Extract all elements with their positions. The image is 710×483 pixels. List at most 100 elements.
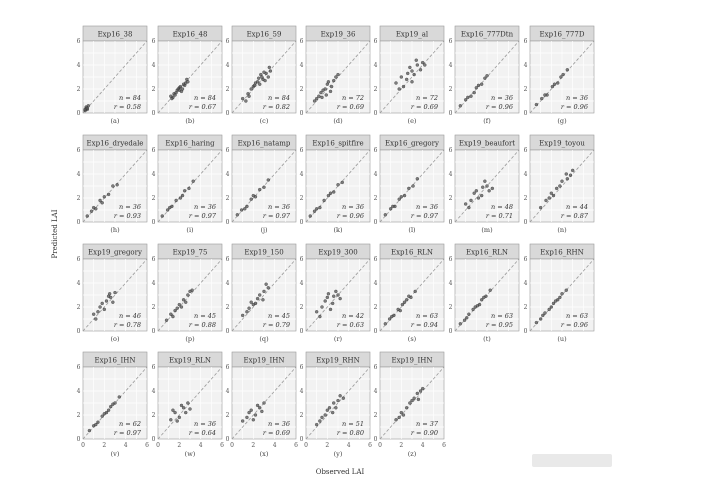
panel-4-one-to-one-line bbox=[305, 40, 371, 114]
panel-2-point bbox=[177, 88, 181, 92]
panel-22-point bbox=[109, 404, 113, 409]
panel-7-point bbox=[556, 81, 560, 85]
panel-26-x-tick: 6 bbox=[442, 442, 446, 449]
panel-12-point bbox=[399, 195, 403, 199]
panel-18-point bbox=[326, 292, 331, 296]
panel-4-point bbox=[320, 95, 324, 100]
panel-16-point bbox=[184, 300, 188, 304]
panel-8-point bbox=[106, 192, 111, 197]
panel-22-point bbox=[87, 428, 92, 433]
panel-26-point bbox=[415, 391, 419, 396]
panel-4-y-tick: 2 bbox=[300, 86, 304, 93]
panel-22-n-label: n = 62 bbox=[119, 420, 141, 428]
panel-4-point bbox=[321, 88, 325, 92]
panel-19-y-tick: 0 bbox=[374, 328, 378, 335]
panel-3-title: Exp16_59 bbox=[247, 31, 282, 39]
panel-5-point bbox=[415, 63, 419, 67]
panel-6-y-tick: 4 bbox=[449, 62, 453, 69]
panel-8-y-tick: 4 bbox=[77, 171, 81, 178]
panel-24-y-tick: 6 bbox=[226, 364, 230, 371]
panel-3-point bbox=[262, 70, 266, 74]
panel-5-point bbox=[410, 69, 414, 73]
panel-5-title: Exp19_al bbox=[396, 31, 429, 39]
panel-22-point bbox=[111, 402, 115, 406]
panel-22-y-tick: 2 bbox=[77, 412, 81, 419]
panel-15-y-tick: 0 bbox=[77, 328, 81, 335]
panel-7-point bbox=[534, 102, 539, 107]
panel-9-y-tick: 2 bbox=[152, 195, 156, 202]
panel-5-sublabel: (e) bbox=[408, 117, 417, 125]
panel-7-sublabel: (g) bbox=[557, 117, 567, 125]
panel-9-point bbox=[165, 208, 170, 212]
panel-6-sublabel: (f) bbox=[483, 117, 491, 125]
panel-16-point bbox=[169, 312, 173, 316]
panel-14-y-tick: 0 bbox=[524, 219, 528, 226]
panel-14-y-tick: 6 bbox=[524, 147, 528, 154]
panel-14-point bbox=[568, 173, 573, 177]
panel-5-y-tick: 2 bbox=[374, 86, 378, 93]
panel-23-one-to-one-line bbox=[157, 366, 223, 440]
panel-2-point bbox=[174, 90, 178, 95]
panel-24-x-tick: 2 bbox=[251, 442, 255, 449]
panel-11-point bbox=[315, 207, 319, 211]
panel-8-n-label: n = 36 bbox=[119, 203, 141, 211]
panel-14-point bbox=[560, 179, 564, 183]
panel-16-point bbox=[181, 298, 186, 302]
panel-7-point bbox=[540, 96, 544, 101]
panel-11-y-tick: 4 bbox=[300, 171, 304, 178]
panel-10-y-tick: 0 bbox=[226, 219, 230, 226]
panel-23-point bbox=[173, 410, 177, 415]
panel-25-point bbox=[325, 408, 329, 412]
panel-19-point bbox=[383, 322, 387, 326]
panel-2-point bbox=[170, 96, 174, 101]
panel-26-point bbox=[412, 396, 416, 400]
panel-21-y-tick: 2 bbox=[524, 304, 528, 311]
panel-22-x-tick: 0 bbox=[81, 442, 85, 449]
panel-19-title: Exp16_RLN bbox=[391, 249, 433, 257]
panel-16-point bbox=[188, 289, 192, 294]
panel-18-point bbox=[323, 299, 327, 303]
panel-19-y-tick: 6 bbox=[374, 256, 378, 263]
panel-19-point bbox=[413, 289, 417, 294]
panel-2-title: Exp16_48 bbox=[173, 31, 208, 39]
panel-16-title: Exp19_75 bbox=[173, 249, 208, 257]
panel-16-y-tick: 6 bbox=[152, 256, 156, 263]
panel-3-point bbox=[244, 99, 248, 103]
panel-3-point bbox=[267, 65, 271, 70]
panel-18-point bbox=[334, 289, 338, 294]
panel-12-point bbox=[411, 184, 415, 188]
panel-23-y-tick: 0 bbox=[152, 436, 156, 443]
panel-14-point bbox=[555, 186, 559, 191]
panel-5-point bbox=[421, 60, 425, 65]
panel-22-y-tick: 4 bbox=[77, 388, 81, 395]
panel-13-point bbox=[467, 205, 471, 210]
panel-12-point bbox=[402, 193, 407, 198]
panel-25-sublabel: (y) bbox=[334, 450, 343, 458]
panel-3-one-to-one-line bbox=[231, 40, 297, 114]
panel-13-point bbox=[490, 186, 494, 191]
panel-21-point bbox=[564, 288, 568, 292]
panel-8-sublabel: (h) bbox=[110, 226, 120, 234]
panel-20-point bbox=[458, 322, 462, 326]
panel-3-point bbox=[257, 76, 261, 80]
panel-25-x-tick: 4 bbox=[347, 442, 351, 449]
panel-7-point bbox=[543, 93, 547, 97]
panel-16-point bbox=[173, 308, 177, 313]
panel-10-n-label: n = 36 bbox=[268, 203, 290, 211]
panel-23-x-tick: 4 bbox=[199, 442, 203, 449]
panel-19-point bbox=[407, 294, 411, 298]
panel-21-point bbox=[558, 295, 562, 300]
panel-15-n-label: n = 46 bbox=[119, 312, 141, 320]
panel-13-one-to-one-line bbox=[454, 149, 520, 223]
panel-18-point bbox=[315, 310, 319, 314]
y-axis-title: Predicted LAI bbox=[51, 209, 59, 258]
panel-21-point bbox=[534, 320, 539, 325]
panel-22-y-tick: 0 bbox=[77, 436, 81, 443]
panel-11-y-tick: 6 bbox=[300, 147, 304, 154]
panel-5-point bbox=[401, 84, 406, 89]
panel-2-y-tick: 0 bbox=[152, 110, 156, 117]
